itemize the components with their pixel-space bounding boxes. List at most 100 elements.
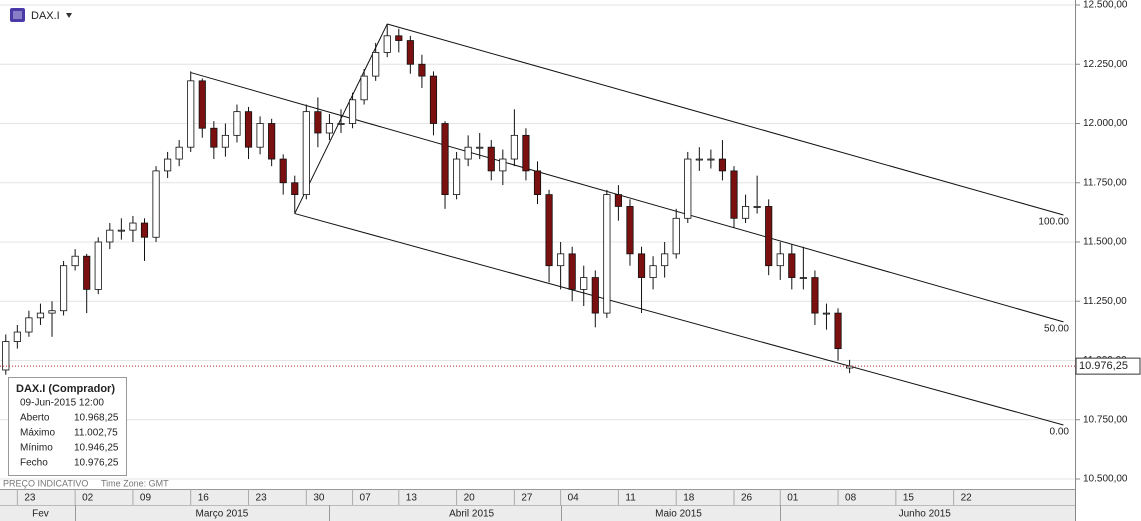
x-tick-label: 26 (741, 493, 753, 504)
candle-body (279, 158, 287, 184)
x-tick-label: 09 (140, 493, 152, 504)
info-label: Fecho (20, 458, 48, 469)
candle-body (256, 123, 264, 148)
candle-body (418, 63, 426, 77)
candle-body (649, 265, 657, 278)
candle-body (533, 170, 542, 195)
candle-body (360, 75, 368, 101)
candle-body (487, 146, 495, 172)
candle-body (325, 123, 334, 134)
month-label: Março 2015 (196, 509, 249, 520)
candle-body (580, 277, 588, 290)
candle-body (464, 146, 472, 160)
info-label: Mínimo (20, 443, 53, 454)
candle-body (499, 158, 507, 172)
y-tick-label: 11.250,00 (1083, 296, 1127, 307)
candle-layer (0, 23, 1075, 375)
candle-body (210, 127, 218, 148)
candle-body (383, 35, 391, 53)
candle-body (429, 75, 438, 124)
symbol-dropdown[interactable] (66, 13, 72, 18)
candle-body (71, 255, 79, 267)
candle-body (94, 241, 102, 290)
candle-body (314, 111, 322, 134)
candle-body (140, 222, 149, 238)
candle-body (661, 253, 669, 267)
channel-line (387, 23, 1064, 216)
candle-body (557, 253, 565, 267)
candle-body (244, 111, 253, 148)
candle-body (476, 146, 484, 149)
channel-line (294, 213, 1064, 426)
candle-body (718, 158, 727, 172)
candle-body (395, 35, 403, 41)
candle-body (799, 277, 807, 279)
candle-body (695, 158, 703, 161)
candle-body (614, 194, 622, 207)
candle-body (776, 253, 784, 267)
candle-body (753, 206, 761, 208)
y-tick-label: 12.250,00 (1083, 59, 1128, 70)
candle-body (48, 310, 56, 314)
y-tick-label: 10.500,00 (1083, 474, 1128, 485)
info-time: 09-Jun-2015 12:00 (20, 398, 104, 409)
candle-body (2, 341, 10, 371)
candle-body (510, 134, 518, 160)
month-label: Junho 2015 (899, 509, 952, 520)
channel-label: 0.00 (1050, 427, 1070, 438)
candle-body (568, 253, 576, 290)
info-value: 10.946,25 (74, 443, 119, 454)
y-tick-label: 12.500,00 (1083, 0, 1128, 11)
channel-label: 50.00 (1044, 324, 1069, 335)
symbol-icon (10, 8, 25, 22)
x-tick-label: 15 (903, 493, 915, 504)
y-tick-label: 12.000,00 (1083, 118, 1128, 129)
candle-body (152, 170, 160, 238)
info-value: 10.976,25 (74, 458, 119, 469)
candle-body (545, 194, 553, 267)
candle-body (83, 255, 91, 290)
y-tick-label: 11.500,00 (1083, 237, 1127, 248)
symbol-name: DAX.I (31, 10, 60, 22)
month-label: Abril 2015 (449, 509, 494, 520)
x-tick-label: 07 (360, 493, 372, 504)
candle-body (406, 40, 414, 65)
x-tick-label: 27 (521, 493, 533, 504)
x-tick-label: 23 (24, 493, 36, 504)
candle-body (522, 134, 530, 172)
axis-layer: 10.500,0010.750,0011.000,0011.250,0011.5… (16, 0, 1141, 520)
candle-body (441, 123, 449, 195)
info-box (8, 377, 127, 476)
channel-line (190, 72, 1064, 323)
candle-body (672, 217, 680, 255)
candle-body (198, 80, 206, 129)
candle-body (730, 170, 738, 219)
candle-body (453, 158, 461, 196)
x-tick-label: 20 (464, 493, 476, 504)
candle-body (59, 265, 68, 312)
candle-body (36, 312, 45, 319)
x-tick-label: 18 (683, 493, 695, 504)
candle-body (811, 277, 819, 314)
y-tick-label: 11.750,00 (1083, 177, 1127, 188)
month-label: Maio 2015 (655, 509, 702, 520)
candle-body (164, 158, 172, 172)
info-value: 10.968,25 (74, 413, 119, 424)
x-tick-label: 01 (787, 493, 799, 504)
candle-body (788, 253, 796, 278)
candle-body (822, 312, 831, 315)
candle-body (348, 99, 357, 124)
last-price-box (1075, 357, 1141, 375)
candle-body (25, 317, 33, 333)
candle-body (591, 277, 599, 314)
symbol-icon-glyph (13, 11, 22, 19)
candle-body (129, 222, 137, 231)
candle-body (233, 111, 241, 136)
y-axis-panel (1075, 0, 1141, 489)
candle-body (372, 52, 380, 77)
candle-body (603, 194, 611, 314)
x-tick-label: 30 (313, 493, 325, 504)
x-tick-label: 02 (82, 493, 94, 504)
candle-body (684, 158, 692, 219)
